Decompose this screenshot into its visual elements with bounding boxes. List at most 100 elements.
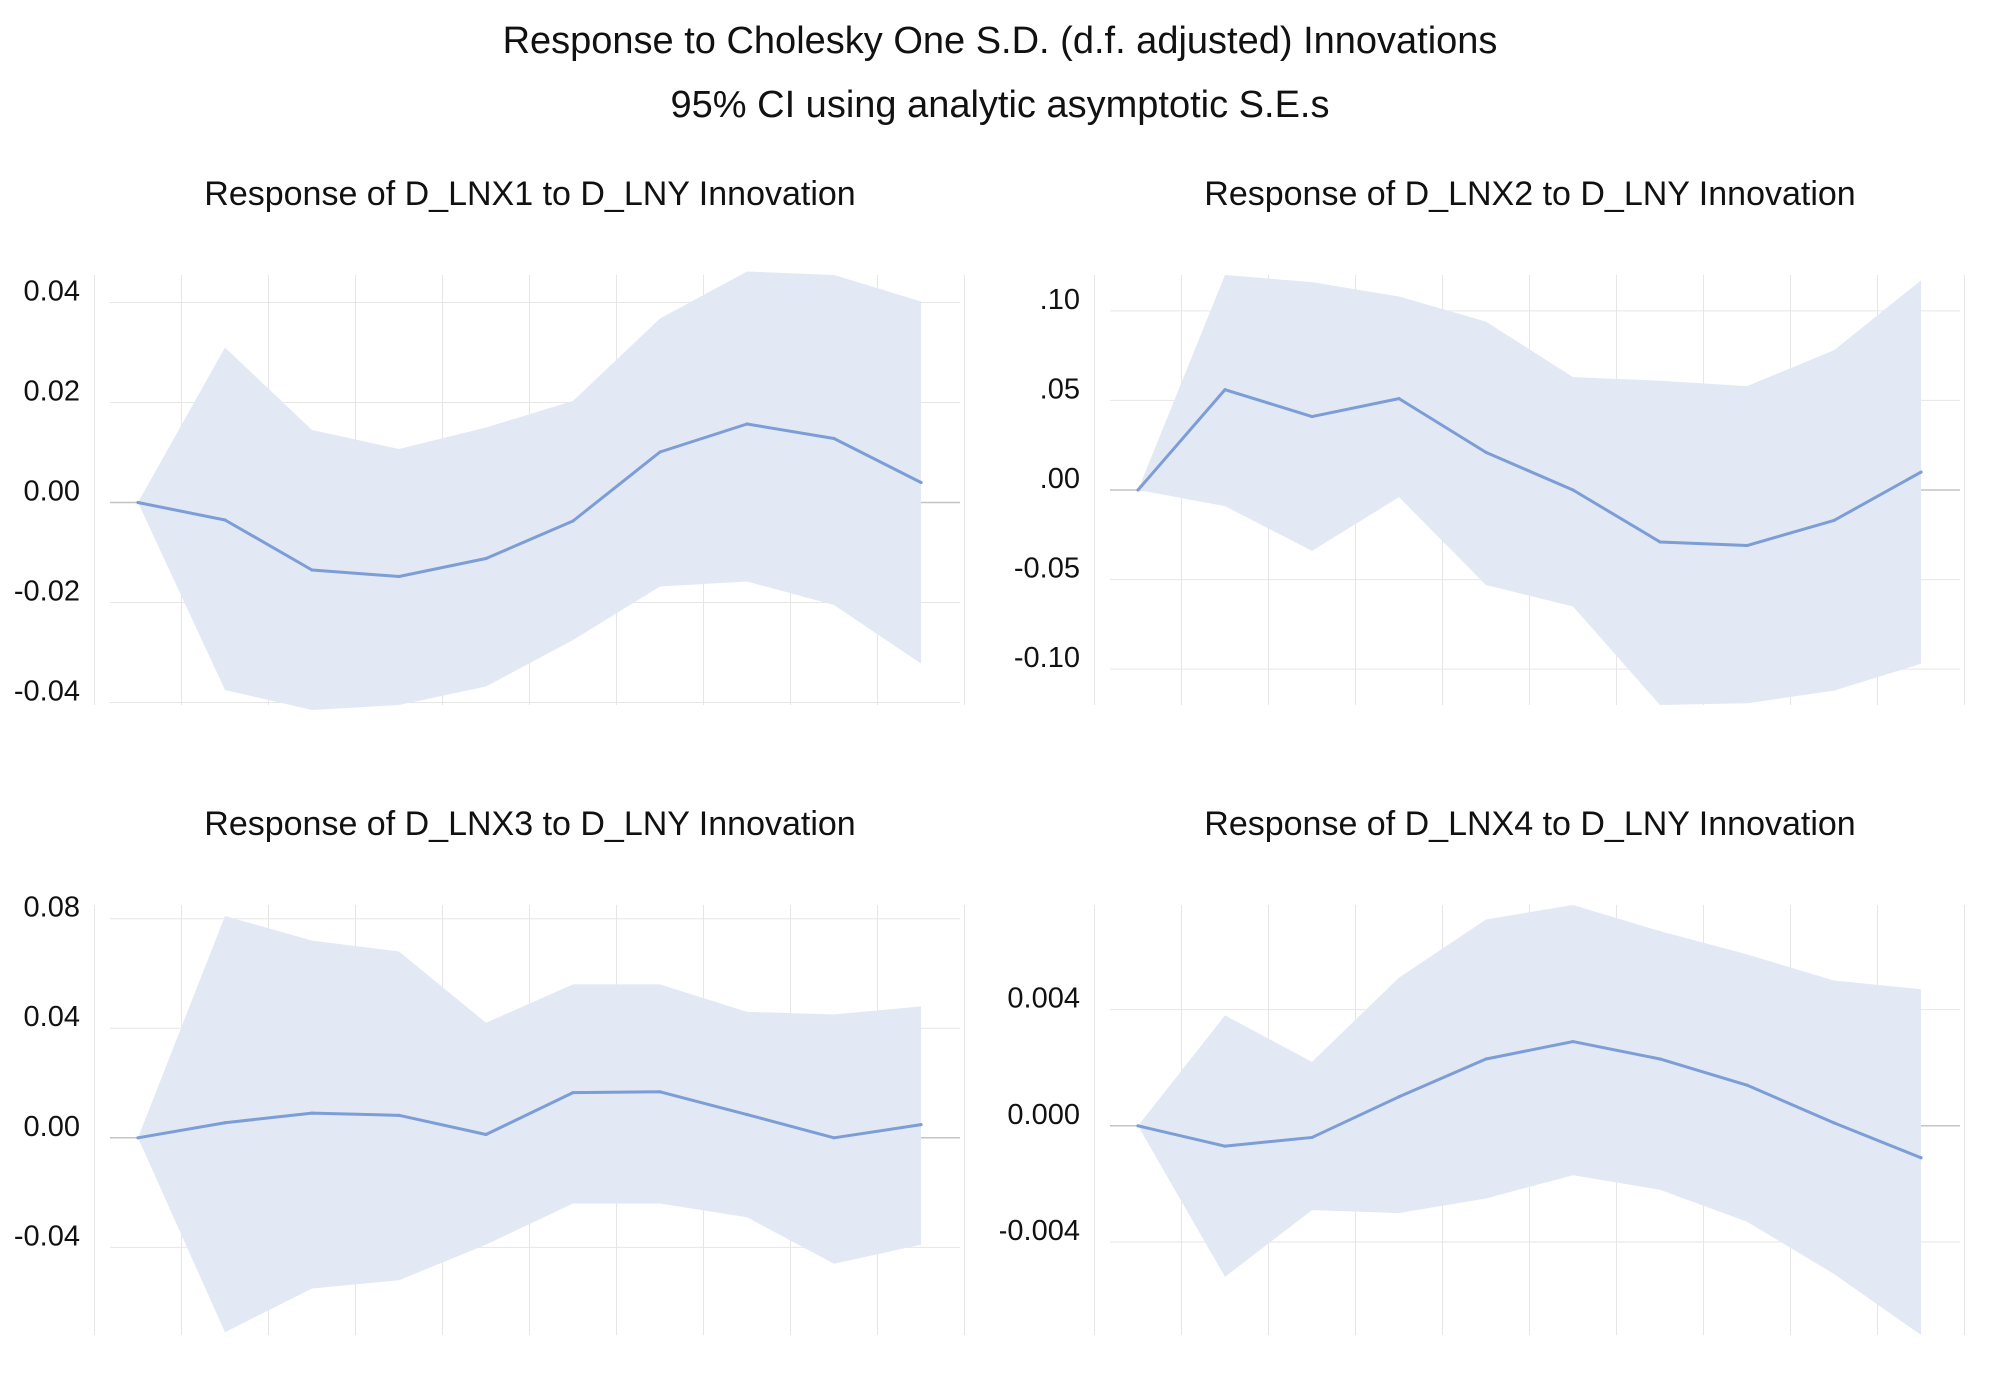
x-tick-label: 7 <box>652 718 668 720</box>
panel-d-lnx3: Response of D_LNX3 to D_LNY Innovation 0.… <box>0 790 1000 1350</box>
x-tick-label: 6 <box>1565 1348 1581 1350</box>
x-tick-label: 1 <box>1130 1348 1146 1350</box>
x-tick-label: 8 <box>739 1348 755 1350</box>
response-point <box>1484 450 1488 454</box>
response-point <box>1919 470 1923 474</box>
x-tick-label: 4 <box>391 718 407 720</box>
x-tick-label: 9 <box>826 718 842 720</box>
y-tick-label: 0.004 <box>1007 983 1080 1015</box>
x-tick-label: 7 <box>1652 1348 1668 1350</box>
y-tick-label: 0.02 <box>24 376 80 408</box>
response-point <box>1223 1144 1227 1148</box>
response-point <box>1136 1124 1140 1128</box>
x-tick-label: 9 <box>826 1348 842 1350</box>
response-point <box>1571 1039 1575 1044</box>
y-tick-label: 0.04 <box>24 1001 80 1033</box>
response-point <box>1397 397 1401 401</box>
response-point <box>1484 1057 1488 1061</box>
panel-title: Response of D_LNX3 to D_LNY Innovation <box>204 805 855 843</box>
response-point <box>397 1113 401 1117</box>
response-point <box>832 436 836 441</box>
panel-d-lnx4: Response of D_LNX4 to D_LNY Innovation 0.… <box>1000 790 2000 1350</box>
x-tick-label: 3 <box>304 1348 320 1350</box>
panel-d-lnx1: Response of D_LNX1 to D_LNY Innovation 0.… <box>0 160 1000 720</box>
response-point <box>658 1090 662 1094</box>
response-point <box>745 422 749 426</box>
x-tick-label: 6 <box>565 718 581 720</box>
x-tick-label: 6 <box>1565 718 1581 720</box>
response-line <box>137 422 922 578</box>
response-point <box>919 480 923 485</box>
response-point <box>1919 1156 1923 1160</box>
response-point <box>571 519 575 523</box>
x-tick-label: 2 <box>1217 718 1233 720</box>
response-point <box>1745 543 1749 548</box>
x-tick-label: 2 <box>1217 1348 1233 1350</box>
y-tick-label: 0.08 <box>24 892 80 924</box>
confidence-band <box>1138 275 1921 705</box>
y-tick-label: .05 <box>1040 373 1080 405</box>
x-tick-label: 10 <box>1905 1348 1937 1350</box>
y-tick-label: -0.004 <box>1000 1215 1080 1247</box>
confidence-band <box>138 915 921 1333</box>
y-tick-label: .10 <box>1040 284 1080 316</box>
confidence-band <box>1138 905 1921 1335</box>
x-tick-label: 3 <box>304 718 320 720</box>
x-tick-label: 10 <box>905 718 937 720</box>
response-point <box>1397 1095 1401 1099</box>
y-tick-label: 0.00 <box>24 476 80 508</box>
x-tick-label: 3 <box>1304 1348 1320 1350</box>
response-line <box>1136 388 1922 548</box>
x-tick-label: 8 <box>739 718 755 720</box>
x-tick-label: 7 <box>1652 718 1668 720</box>
response-point <box>1310 1135 1314 1140</box>
panel-d-lnx2: Response of D_LNX2 to D_LNY Innovation .1… <box>1000 160 2000 720</box>
response-point <box>1658 1057 1662 1061</box>
response-point <box>1136 488 1140 492</box>
y-tick-label: -0.10 <box>1014 642 1080 674</box>
response-point <box>1832 518 1836 523</box>
x-tick-label: 5 <box>1478 718 1494 720</box>
response-line <box>137 1090 922 1140</box>
x-tick-label: 2 <box>217 1348 233 1350</box>
x-tick-label: 5 <box>478 718 494 720</box>
response-point <box>310 568 314 572</box>
response-point <box>832 1136 836 1140</box>
response-point <box>1571 488 1575 492</box>
response-point <box>658 450 662 454</box>
response-point <box>745 1112 749 1117</box>
chart-d-lnx2: Response of D_LNX2 to D_LNY Innovation .1… <box>1014 175 1965 720</box>
x-tick-label: 5 <box>1478 1348 1494 1350</box>
response-point <box>1310 414 1314 419</box>
response-point <box>136 500 140 505</box>
x-tick-label: 7 <box>652 1348 668 1350</box>
x-tick-label: 1 <box>130 1348 146 1350</box>
y-tick-label: 0.000 <box>1007 1099 1080 1131</box>
x-tick-label: 10 <box>905 1348 937 1350</box>
x-tick-label: 9 <box>1826 1348 1842 1350</box>
x-tick-label: 1 <box>130 718 146 720</box>
response-point <box>136 1136 140 1140</box>
chart-d-lnx4: Response of D_LNX4 to D_LNY Innovation 0.… <box>1000 805 1965 1350</box>
response-point <box>1745 1083 1749 1087</box>
y-tick-label: .00 <box>1040 463 1080 495</box>
response-point <box>484 1132 488 1137</box>
x-tick-label: 10 <box>1905 718 1937 720</box>
response-point <box>1832 1121 1836 1125</box>
x-tick-label: 1 <box>1130 718 1146 720</box>
x-tick-label: 9 <box>1826 718 1842 720</box>
response-point <box>397 574 401 579</box>
response-point <box>310 1111 314 1115</box>
response-point <box>484 556 488 561</box>
y-tick-label: 0.04 <box>24 276 80 308</box>
y-tick-label: -0.04 <box>14 1220 80 1252</box>
x-tick-label: 4 <box>1391 1348 1407 1350</box>
response-point <box>223 1121 227 1125</box>
panel-title: Response of D_LNX4 to D_LNY Innovation <box>1204 805 1855 843</box>
response-line <box>1137 1040 1922 1160</box>
y-tick-label: -0.04 <box>14 676 80 708</box>
y-tick-label: -0.05 <box>1014 553 1080 585</box>
response-point <box>571 1091 575 1095</box>
y-tick-label: 0.00 <box>24 1111 80 1143</box>
response-point <box>223 518 227 522</box>
